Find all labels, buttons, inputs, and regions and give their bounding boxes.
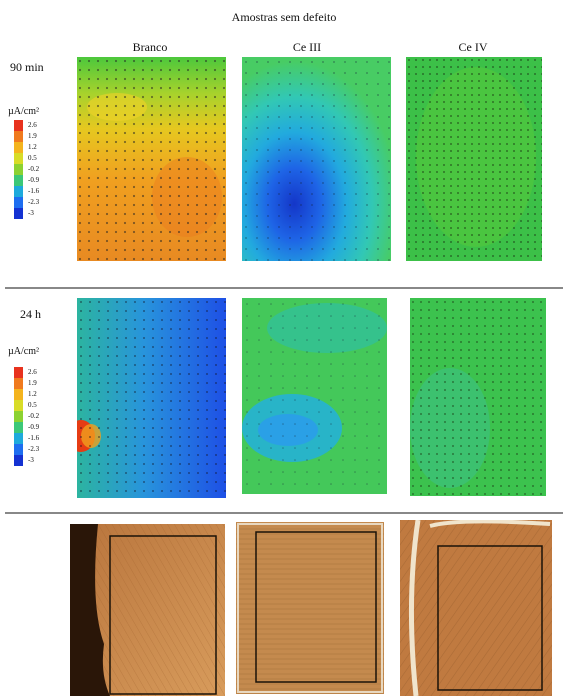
scale-tick-label: -1.6	[28, 187, 40, 195]
scale-tick-label: 1.2	[28, 390, 37, 398]
scale-step: 1.9	[14, 131, 56, 142]
scale-swatch	[14, 164, 23, 175]
current-map-branco-90min	[77, 57, 226, 261]
scale-step: 2.6	[14, 367, 56, 378]
sample-photo-ce-iv	[400, 520, 552, 696]
scale-tick-label: 0.5	[28, 154, 37, 162]
scale-tick-label: -2.3	[28, 198, 40, 206]
scale-step: -0.9	[14, 422, 56, 433]
scale-swatch	[14, 175, 23, 186]
scale-step: -2.3	[14, 197, 56, 208]
scale-step: -3	[14, 455, 56, 466]
current-map-ce-iii-90min	[242, 57, 391, 261]
scale-tick-label: 1.9	[28, 132, 37, 140]
scale-swatch	[14, 411, 23, 422]
scale-tick-label: -3	[28, 456, 34, 464]
scale-tick-label: 1.2	[28, 143, 37, 151]
scale-step: 0.5	[14, 400, 56, 411]
scale-swatch	[14, 444, 23, 455]
scale-tick-label: -0.9	[28, 423, 40, 431]
current-map-branco-24h	[77, 298, 226, 498]
scale-step: 1.9	[14, 378, 56, 389]
column-header-branco: Branco	[132, 40, 168, 54]
sample-photo-branco	[70, 524, 225, 696]
scale-tick-label: -1.6	[28, 434, 40, 442]
scale-swatch	[14, 422, 23, 433]
color-scale-90min: 2.6 1.9 1.2 0.5 -0.2 -0.9 -1.6 -2.3 -3	[14, 120, 56, 219]
scale-step: -0.2	[14, 411, 56, 422]
column-header-ce-iv: Ce IV	[458, 40, 488, 54]
scale-unit-24h: µA/cm²	[8, 346, 39, 357]
scale-swatch	[14, 142, 23, 153]
scale-tick-label: -0.2	[28, 412, 40, 420]
scale-step: 0.5	[14, 153, 56, 164]
scale-tick-label: 0.5	[28, 401, 37, 409]
scale-step: -0.9	[14, 175, 56, 186]
scale-step: 1.2	[14, 389, 56, 400]
scale-swatch	[14, 455, 23, 466]
scale-swatch	[14, 186, 23, 197]
scale-step: 1.2	[14, 142, 56, 153]
current-map-ce-iv-90min	[406, 57, 542, 261]
scale-swatch	[14, 400, 23, 411]
scale-swatch	[14, 389, 23, 400]
scale-swatch	[14, 378, 23, 389]
scale-swatch	[14, 208, 23, 219]
color-scale-24h: 2.6 1.9 1.2 0.5 -0.2 -0.9 -1.6 -2.3 -3	[14, 367, 56, 466]
scale-step: -1.6	[14, 433, 56, 444]
scale-swatch	[14, 197, 23, 208]
row-label-90min: 90 min	[10, 60, 44, 74]
current-map-ce-iv-24h	[410, 298, 546, 496]
scale-tick-label: -0.9	[28, 176, 40, 184]
scale-tick-label: 2.6	[28, 121, 37, 129]
scale-swatch	[14, 131, 23, 142]
scale-swatch	[14, 367, 23, 378]
row-separator-1	[5, 287, 563, 289]
scale-swatch	[14, 153, 23, 164]
row-separator-2	[5, 512, 563, 514]
scale-step: -2.3	[14, 444, 56, 455]
scale-tick-label: 2.6	[28, 368, 37, 376]
scale-step: -3	[14, 208, 56, 219]
column-header-ce-iii: Ce III	[292, 40, 322, 54]
scale-tick-label: -0.2	[28, 165, 40, 173]
figure-title: Amostras sem defeito	[231, 10, 337, 24]
scale-step: -0.2	[14, 164, 56, 175]
scale-tick-label: -2.3	[28, 445, 40, 453]
current-map-ce-iii-24h	[242, 298, 387, 494]
scale-step: 2.6	[14, 120, 56, 131]
scale-swatch	[14, 120, 23, 131]
scale-tick-label: -3	[28, 209, 34, 217]
scale-swatch	[14, 433, 23, 444]
scale-unit-90min: µA/cm²	[8, 106, 39, 117]
scale-step: -1.6	[14, 186, 56, 197]
sample-photo-ce-iii	[236, 522, 384, 694]
scale-tick-label: 1.9	[28, 379, 37, 387]
row-label-24h: 24 h	[20, 307, 41, 321]
